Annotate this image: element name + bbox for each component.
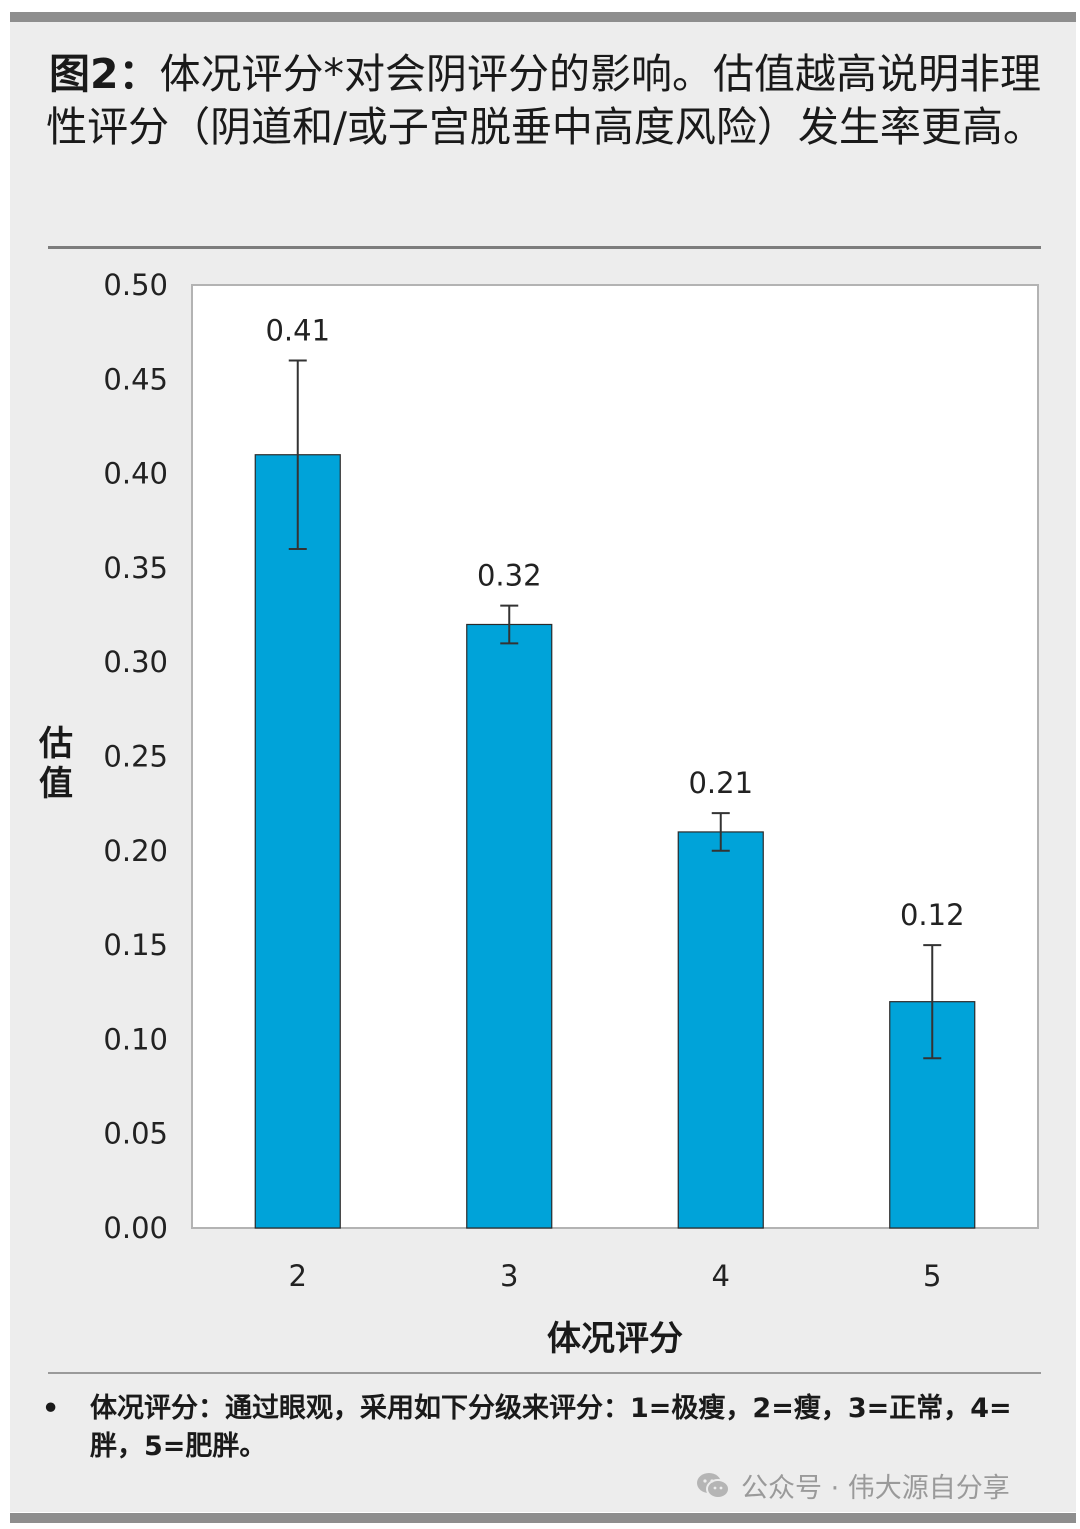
y-tick-label: 0.15 bbox=[103, 928, 168, 962]
y-axis-title-char: 值 bbox=[39, 764, 73, 804]
bar bbox=[677, 831, 764, 1229]
y-tick-label: 0.45 bbox=[103, 362, 168, 396]
y-axis-title: 估值 bbox=[38, 724, 73, 804]
y-tick-label: 0.50 bbox=[103, 268, 168, 302]
y-tick-label: 0.05 bbox=[103, 1117, 168, 1151]
y-tick-label: 0.35 bbox=[103, 551, 168, 585]
figure-caption: 体况评分*对会阴评分的影响。估值越高说明非理性评分（阴道和/或子宫脱垂中高度风险… bbox=[46, 50, 1044, 151]
watermark: 公众号 · 伟大源自分享 bbox=[695, 1466, 1010, 1505]
y-tick-label: 0.40 bbox=[103, 457, 168, 491]
bars bbox=[254, 454, 976, 1229]
y-tick-label: 0.20 bbox=[103, 834, 168, 868]
top-rule bbox=[10, 12, 1076, 22]
y-tick-label: 0.00 bbox=[103, 1211, 168, 1245]
x-tick-label: 2 bbox=[289, 1259, 307, 1293]
y-tick-label: 0.25 bbox=[103, 740, 168, 774]
x-tick-label: 3 bbox=[500, 1259, 518, 1293]
figure-title: 图2：体况评分*对会阴评分的影响。估值越高说明非理性评分（阴道和/或子宫脱垂中高… bbox=[40, 48, 1050, 154]
value-label: 0.12 bbox=[900, 898, 965, 932]
value-label: 0.21 bbox=[688, 766, 753, 800]
figure-number: 图2： bbox=[48, 50, 160, 98]
x-axis-ticks: 2 3 4 5 bbox=[289, 1259, 942, 1293]
x-tick-label: 5 bbox=[923, 1259, 941, 1293]
error-bars bbox=[288, 359, 942, 1060]
value-labels: 0.41 0.32 0.21 0.12 bbox=[265, 313, 964, 932]
x-axis-title: 体况评分 bbox=[547, 1319, 683, 1359]
x-tick-label: 4 bbox=[712, 1259, 730, 1293]
bar-chart: 估值 0.000.050.100.150.200.250.300.350.400… bbox=[38, 268, 1039, 1359]
footnote-bullet: • bbox=[42, 1393, 60, 1424]
bottom-rule bbox=[10, 1513, 1076, 1523]
bar bbox=[254, 454, 341, 1229]
footnote-divider bbox=[48, 1372, 1041, 1374]
y-tick-label: 0.30 bbox=[103, 645, 168, 679]
y-axis-title-char: 估 bbox=[38, 724, 73, 764]
wechat-icon bbox=[697, 1472, 730, 1499]
title-divider bbox=[48, 246, 1041, 249]
watermark-text: 公众号 · 伟大源自分享 bbox=[741, 1473, 1010, 1504]
y-tick-label: 0.10 bbox=[103, 1022, 168, 1056]
bar bbox=[466, 623, 553, 1229]
value-label: 0.32 bbox=[477, 559, 542, 593]
footnote-text: 体况评分：通过眼观，采用如下分级来评分：1=极瘦，2=瘦，3=正常，4=胖，5=… bbox=[90, 1393, 1012, 1462]
y-axis-ticks: 0.00 0.05 0.10 0.15 0.20 0.25 0.30 0.35 0.40 0.45… bbox=[103, 268, 168, 1245]
value-label: 0.41 bbox=[265, 313, 330, 347]
